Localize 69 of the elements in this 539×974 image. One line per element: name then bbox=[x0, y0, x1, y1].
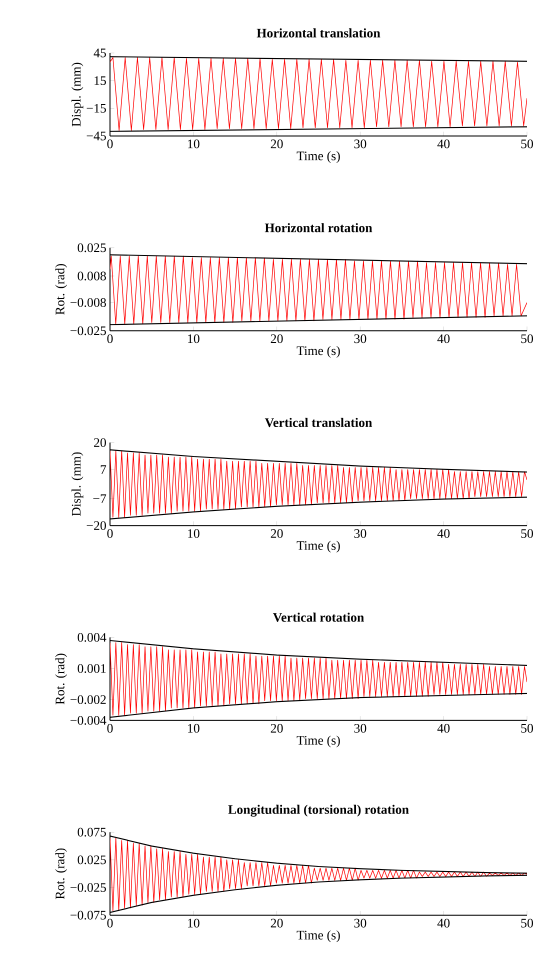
x-tick-label: 20 bbox=[270, 140, 283, 148]
line-series bbox=[110, 256, 528, 325]
x-axis-title: Time (s) bbox=[296, 346, 340, 358]
y-tick-label: 20 bbox=[94, 438, 106, 447]
x-axis-title: Time (s) bbox=[296, 151, 340, 163]
y-tick-label: −20 bbox=[86, 521, 106, 530]
y-tick-label: −0.004 bbox=[70, 716, 106, 725]
y-axis-title: Displ. (mm) bbox=[71, 62, 84, 126]
y-tick-label: −7 bbox=[93, 494, 106, 503]
x-tick-label: 40 bbox=[437, 140, 450, 148]
x-tick-label: 40 bbox=[437, 529, 450, 538]
x-axis-title: Time (s) bbox=[296, 736, 340, 748]
x-tick-label: 20 bbox=[270, 724, 283, 733]
y-axis-title: Rot. (rad) bbox=[55, 654, 68, 704]
y-tick-label: 0.001 bbox=[78, 664, 106, 673]
chart-title: Vertical rotation bbox=[272, 612, 364, 622]
x-tick-label: 10 bbox=[188, 918, 200, 928]
y-tick-label: 0.004 bbox=[78, 632, 106, 642]
y-tick-label: −0.008 bbox=[70, 298, 106, 307]
x-tick-label: 50 bbox=[521, 334, 534, 344]
y-tick-label: −0.025 bbox=[70, 326, 106, 336]
x-tick-label: 50 bbox=[521, 529, 534, 538]
x-tick-label: 10 bbox=[188, 724, 200, 733]
x-tick-label: 0 bbox=[107, 140, 113, 148]
chart-title: Vertical translation bbox=[264, 418, 372, 428]
x-tick-label: 10 bbox=[188, 529, 200, 538]
y-tick-label: 0.075 bbox=[78, 828, 106, 837]
x-tick-label: 50 bbox=[521, 918, 534, 928]
x-tick-label: 20 bbox=[270, 918, 283, 928]
line-series bbox=[110, 642, 528, 716]
x-tick-label: 30 bbox=[354, 140, 366, 148]
y-tick-label: 7 bbox=[100, 465, 106, 474]
line-series bbox=[110, 450, 528, 518]
x-tick-label: 30 bbox=[354, 724, 366, 733]
x-tick-label: 40 bbox=[437, 334, 450, 344]
x-tick-label: 20 bbox=[270, 529, 283, 538]
x-tick-label: 0 bbox=[107, 918, 113, 928]
x-tick-label: 30 bbox=[354, 918, 366, 928]
y-tick-label: −0.025 bbox=[70, 883, 106, 892]
y-axis-title: Displ. (mm) bbox=[71, 452, 84, 516]
x-tick-label: 0 bbox=[107, 529, 113, 538]
x-tick-label: 40 bbox=[437, 918, 450, 928]
line-series bbox=[110, 57, 528, 131]
y-tick-label: 0.025 bbox=[78, 855, 106, 864]
y-tick-label: −15 bbox=[86, 104, 106, 113]
x-axis-title: Time (s) bbox=[296, 540, 340, 553]
y-tick-label: 15 bbox=[94, 76, 106, 86]
chart-title: Horizontal rotation bbox=[264, 223, 372, 232]
y-tick-label: −0.075 bbox=[70, 910, 106, 920]
x-tick-label: 30 bbox=[354, 334, 366, 344]
y-axis-title: Rot. (rad) bbox=[55, 848, 68, 900]
y-tick-label: 45 bbox=[94, 48, 106, 58]
y-axis-title: Rot. (rad) bbox=[55, 264, 68, 315]
x-tick-label: 30 bbox=[354, 529, 366, 538]
x-tick-label: 0 bbox=[107, 724, 113, 733]
y-tick-label: −45 bbox=[86, 132, 106, 140]
x-tick-label: 20 bbox=[270, 334, 283, 344]
y-tick-label: −0.002 bbox=[70, 695, 106, 704]
x-tick-label: 50 bbox=[521, 724, 534, 733]
chart-title: Horizontal translation bbox=[256, 28, 380, 38]
x-tick-label: 10 bbox=[188, 140, 200, 148]
y-tick-label: 0.008 bbox=[78, 272, 106, 280]
x-tick-label: 50 bbox=[521, 140, 534, 148]
x-tick-label: 40 bbox=[437, 724, 450, 733]
chart-title: Longitudinal (torsional) rotation bbox=[228, 804, 409, 817]
x-axis-title: Time (s) bbox=[296, 930, 340, 942]
y-tick-label: 0.025 bbox=[78, 243, 106, 252]
x-tick-label: 10 bbox=[188, 334, 200, 344]
x-tick-label: 0 bbox=[107, 334, 113, 344]
